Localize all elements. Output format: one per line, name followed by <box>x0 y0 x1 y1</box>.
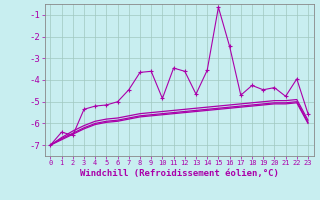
X-axis label: Windchill (Refroidissement éolien,°C): Windchill (Refroidissement éolien,°C) <box>80 169 279 178</box>
